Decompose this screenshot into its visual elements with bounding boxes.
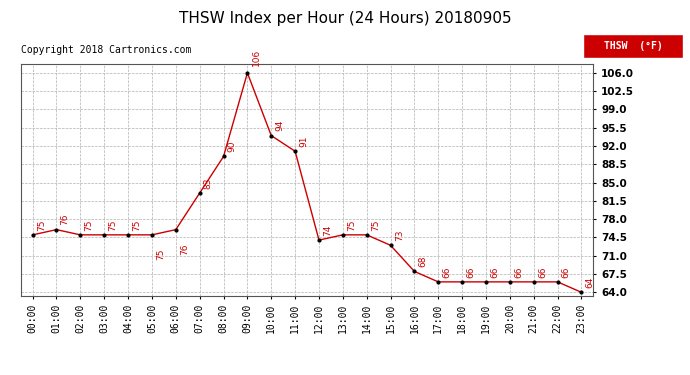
Text: 74: 74 [323, 225, 332, 236]
Text: 75: 75 [371, 219, 380, 231]
Text: 75: 75 [84, 219, 94, 231]
Text: 76: 76 [61, 214, 70, 225]
Text: 66: 66 [466, 266, 475, 278]
Text: Copyright 2018 Cartronics.com: Copyright 2018 Cartronics.com [21, 45, 191, 55]
Text: 66: 66 [490, 266, 499, 278]
Text: 75: 75 [37, 219, 46, 231]
Text: 75: 75 [132, 219, 141, 231]
Text: 64: 64 [586, 277, 595, 288]
Text: 73: 73 [395, 230, 404, 241]
Text: 75: 75 [156, 249, 165, 260]
Text: 76: 76 [180, 243, 189, 255]
Text: 75: 75 [108, 219, 117, 231]
Text: 90: 90 [228, 141, 237, 152]
Text: 106: 106 [252, 49, 261, 66]
Text: 68: 68 [419, 256, 428, 267]
Text: 66: 66 [538, 266, 547, 278]
Text: THSW Index per Hour (24 Hours) 20180905: THSW Index per Hour (24 Hours) 20180905 [179, 11, 511, 26]
Text: 83: 83 [204, 177, 213, 189]
Text: 91: 91 [299, 136, 308, 147]
Text: 66: 66 [514, 266, 523, 278]
Text: 75: 75 [347, 219, 356, 231]
Text: 94: 94 [275, 120, 284, 131]
Text: THSW  (°F): THSW (°F) [604, 41, 662, 51]
Text: 66: 66 [442, 266, 451, 278]
Text: 66: 66 [562, 266, 571, 278]
